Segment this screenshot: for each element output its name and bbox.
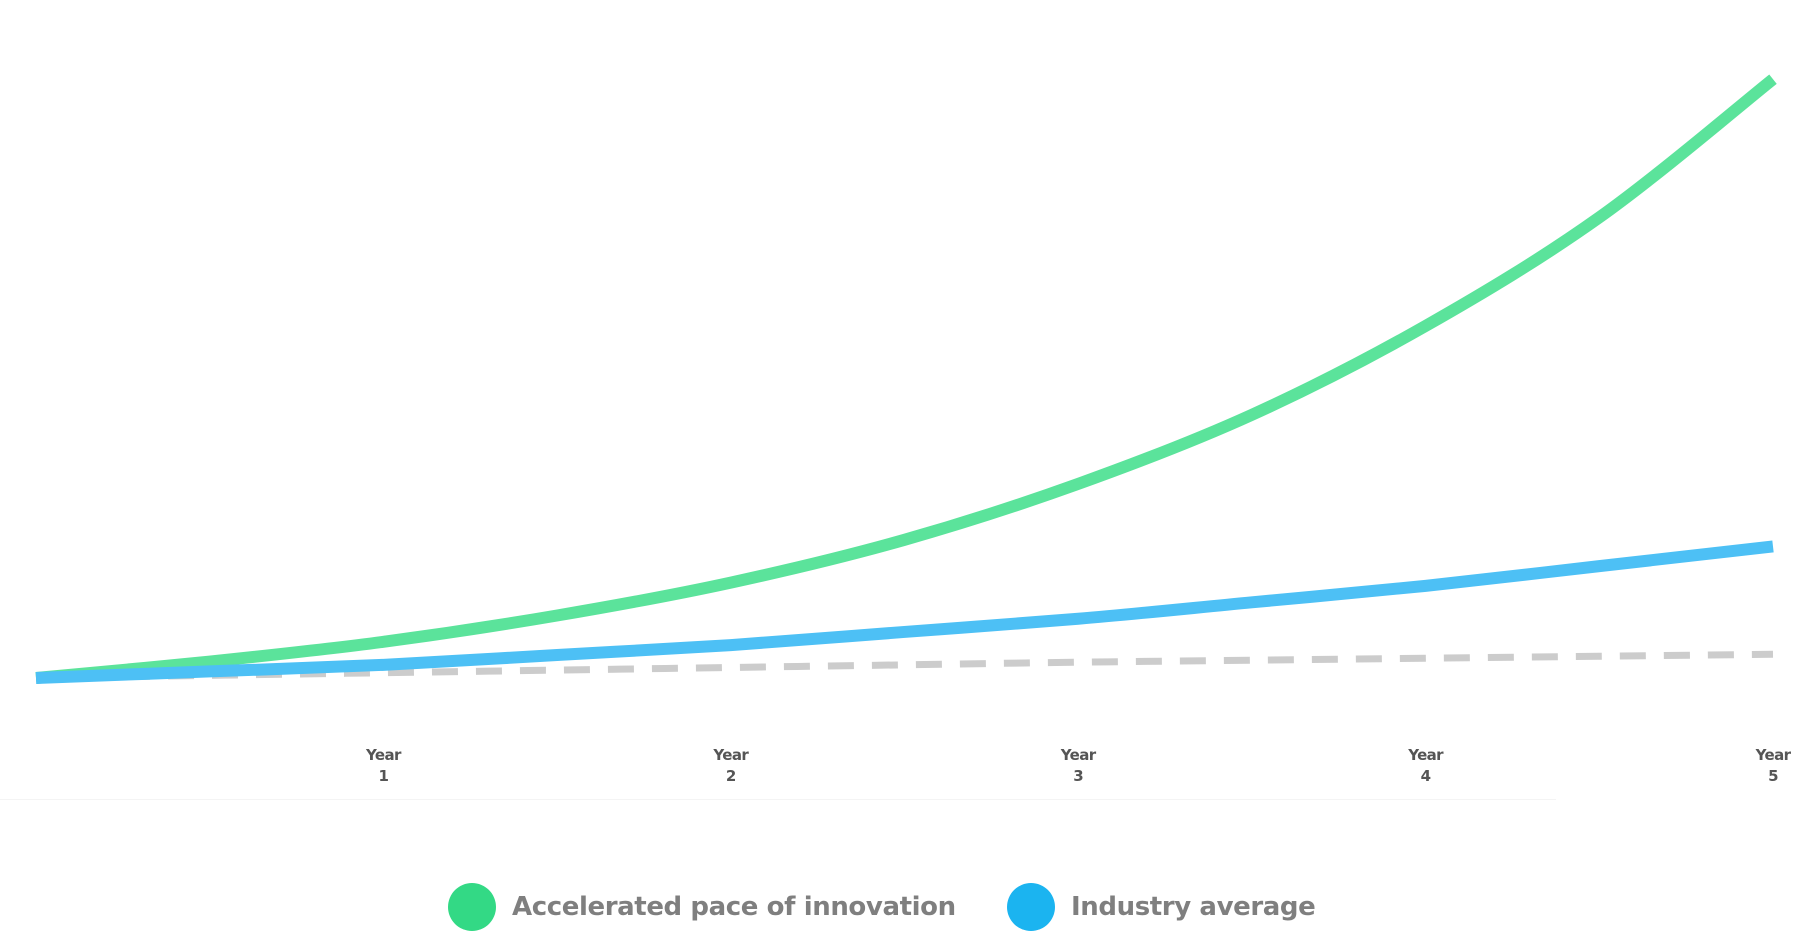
x-tick-label-5: Year 5 <box>1755 746 1792 785</box>
legend-label-accelerated: Accelerated pace of innovation <box>512 892 956 922</box>
legend-label-industry-average: Industry average <box>1071 892 1316 922</box>
x-tick-label-4: Year 4 <box>1407 746 1444 785</box>
x-tick-label-bottom: 3 <box>1073 767 1083 785</box>
x-tick-label-top: Year <box>1755 746 1792 764</box>
x-tick-label-top: Year <box>365 746 402 764</box>
x-tick-label-2: Year 2 <box>712 746 749 785</box>
legend-dot-industry-average <box>1007 883 1055 931</box>
legend: Accelerated pace of innovation Industry … <box>0 880 1800 934</box>
x-tick-label-1: Year 1 <box>365 746 402 785</box>
legend-dot-accelerated <box>448 883 496 931</box>
x-axis-ticks: Year 1 Year 2 Year 3 Year 4 Year 5 <box>365 746 1792 785</box>
axis-divider <box>0 799 1556 800</box>
x-tick-label-bottom: 2 <box>726 767 736 785</box>
x-tick-label-bottom: 5 <box>1768 767 1778 785</box>
x-tick-label-bottom: 1 <box>378 767 388 785</box>
x-tick-label-3: Year 3 <box>1060 746 1097 785</box>
x-tick-label-top: Year <box>1060 746 1097 764</box>
series-line-accelerated <box>35 74 1777 684</box>
x-tick-label-top: Year <box>1407 746 1444 764</box>
legend-item-industry-average[interactable]: Industry average <box>1007 880 1316 934</box>
series-line-industry-average <box>35 540 1774 684</box>
legend-item-accelerated[interactable]: Accelerated pace of innovation <box>448 880 956 934</box>
x-tick-label-bottom: 4 <box>1421 767 1431 785</box>
x-tick-label-top: Year <box>712 746 749 764</box>
series-layer <box>35 74 1777 684</box>
